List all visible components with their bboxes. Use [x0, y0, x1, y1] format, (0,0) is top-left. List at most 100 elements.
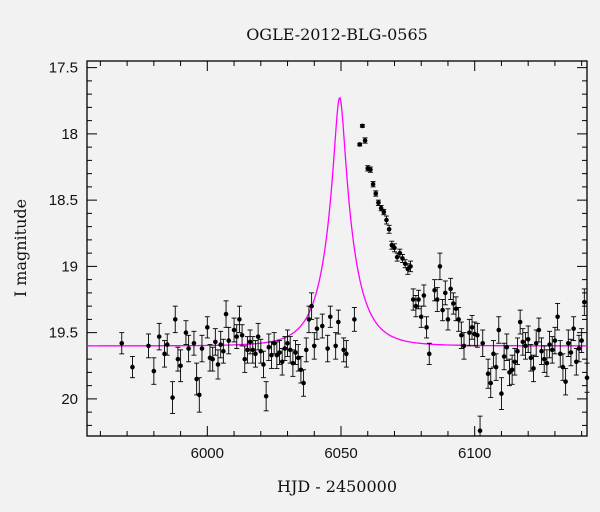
data-point	[386, 224, 392, 234]
point-marker	[512, 359, 518, 365]
data-point	[303, 337, 309, 363]
data-point	[220, 338, 226, 364]
data-point	[544, 349, 550, 377]
data-point	[525, 325, 531, 353]
data-point	[172, 305, 178, 334]
point-marker	[357, 142, 363, 147]
data-point	[552, 326, 558, 355]
data-point	[555, 303, 561, 331]
point-marker	[528, 355, 534, 361]
point-marker	[368, 167, 373, 172]
point-marker	[191, 340, 197, 346]
point-marker	[410, 297, 416, 302]
data-point	[231, 317, 237, 343]
point-marker	[547, 342, 552, 347]
y-axis-label: I magnitude	[11, 199, 30, 297]
data-point	[306, 305, 312, 334]
point-marker	[504, 344, 510, 350]
data-point	[327, 305, 333, 328]
point-marker	[384, 217, 389, 223]
point-marker	[426, 351, 432, 357]
data-point	[408, 260, 414, 273]
data-point	[413, 295, 419, 318]
point-marker	[469, 325, 475, 330]
point-marker	[456, 317, 461, 322]
point-marker	[563, 379, 568, 384]
point-marker	[541, 356, 547, 362]
data-point	[485, 358, 491, 389]
point-marker	[584, 375, 590, 380]
data-point	[242, 345, 248, 373]
data-point	[199, 334, 205, 363]
point-marker	[172, 317, 178, 322]
data-point	[469, 314, 475, 340]
data-point	[565, 329, 571, 357]
data-point	[204, 316, 210, 339]
chart-title: OGLE-2012-BLG-0565	[246, 25, 428, 44]
data-point	[450, 292, 456, 315]
tick-labels: 6000 6050 6100 17.5 18 18.5 19 19.5 20	[49, 60, 492, 462]
data-point	[504, 333, 510, 361]
point-marker	[285, 340, 290, 346]
data-point	[319, 313, 325, 339]
x-tick-label: 6100	[458, 445, 491, 462]
point-marker	[234, 334, 240, 339]
point-marker	[451, 301, 456, 306]
point-marker	[301, 380, 306, 386]
point-marker	[215, 362, 221, 367]
data-point	[394, 252, 400, 262]
point-marker	[571, 326, 576, 331]
data-point	[178, 349, 184, 383]
data-point	[383, 215, 389, 225]
point-marker	[493, 364, 499, 370]
data-point	[309, 292, 315, 320]
point-marker	[237, 317, 242, 322]
point-marker	[309, 303, 314, 309]
point-marker	[517, 319, 523, 325]
point-marker	[523, 343, 528, 349]
data-point	[370, 181, 376, 188]
point-marker	[536, 327, 542, 333]
point-marker	[226, 338, 232, 343]
point-marker	[402, 261, 408, 267]
data-point	[434, 287, 440, 312]
data-point	[186, 334, 192, 363]
data-point	[145, 333, 151, 359]
point-marker	[394, 254, 400, 260]
data-point	[440, 299, 446, 322]
data-point	[341, 337, 347, 363]
y-tick-label: 19	[61, 258, 78, 275]
point-marker	[156, 334, 162, 339]
point-marker	[362, 138, 368, 143]
data-point	[458, 321, 464, 349]
point-marker	[151, 368, 157, 374]
point-marker	[418, 314, 424, 320]
data-point	[301, 369, 307, 397]
point-marker	[282, 346, 288, 351]
point-marker	[448, 286, 453, 292]
data-point	[252, 340, 258, 368]
y-tick-label: 18.5	[49, 192, 78, 209]
point-marker	[247, 339, 253, 345]
point-marker	[266, 344, 272, 350]
data-point	[501, 342, 507, 371]
point-marker	[352, 317, 357, 322]
data-point	[523, 332, 529, 360]
data-point	[247, 329, 253, 355]
point-marker	[325, 346, 330, 351]
data-point	[391, 243, 397, 253]
y-tick-label: 19.5	[49, 325, 78, 342]
point-marker	[344, 351, 349, 357]
point-marker	[253, 351, 258, 357]
point-marker	[432, 287, 437, 293]
data-point	[421, 284, 427, 307]
point-marker	[277, 350, 282, 355]
point-marker	[370, 181, 376, 187]
data-point	[236, 305, 242, 334]
point-marker	[557, 351, 563, 357]
point-marker	[146, 343, 151, 349]
point-marker	[544, 360, 550, 366]
data-point	[426, 342, 432, 365]
data-point	[175, 346, 181, 372]
